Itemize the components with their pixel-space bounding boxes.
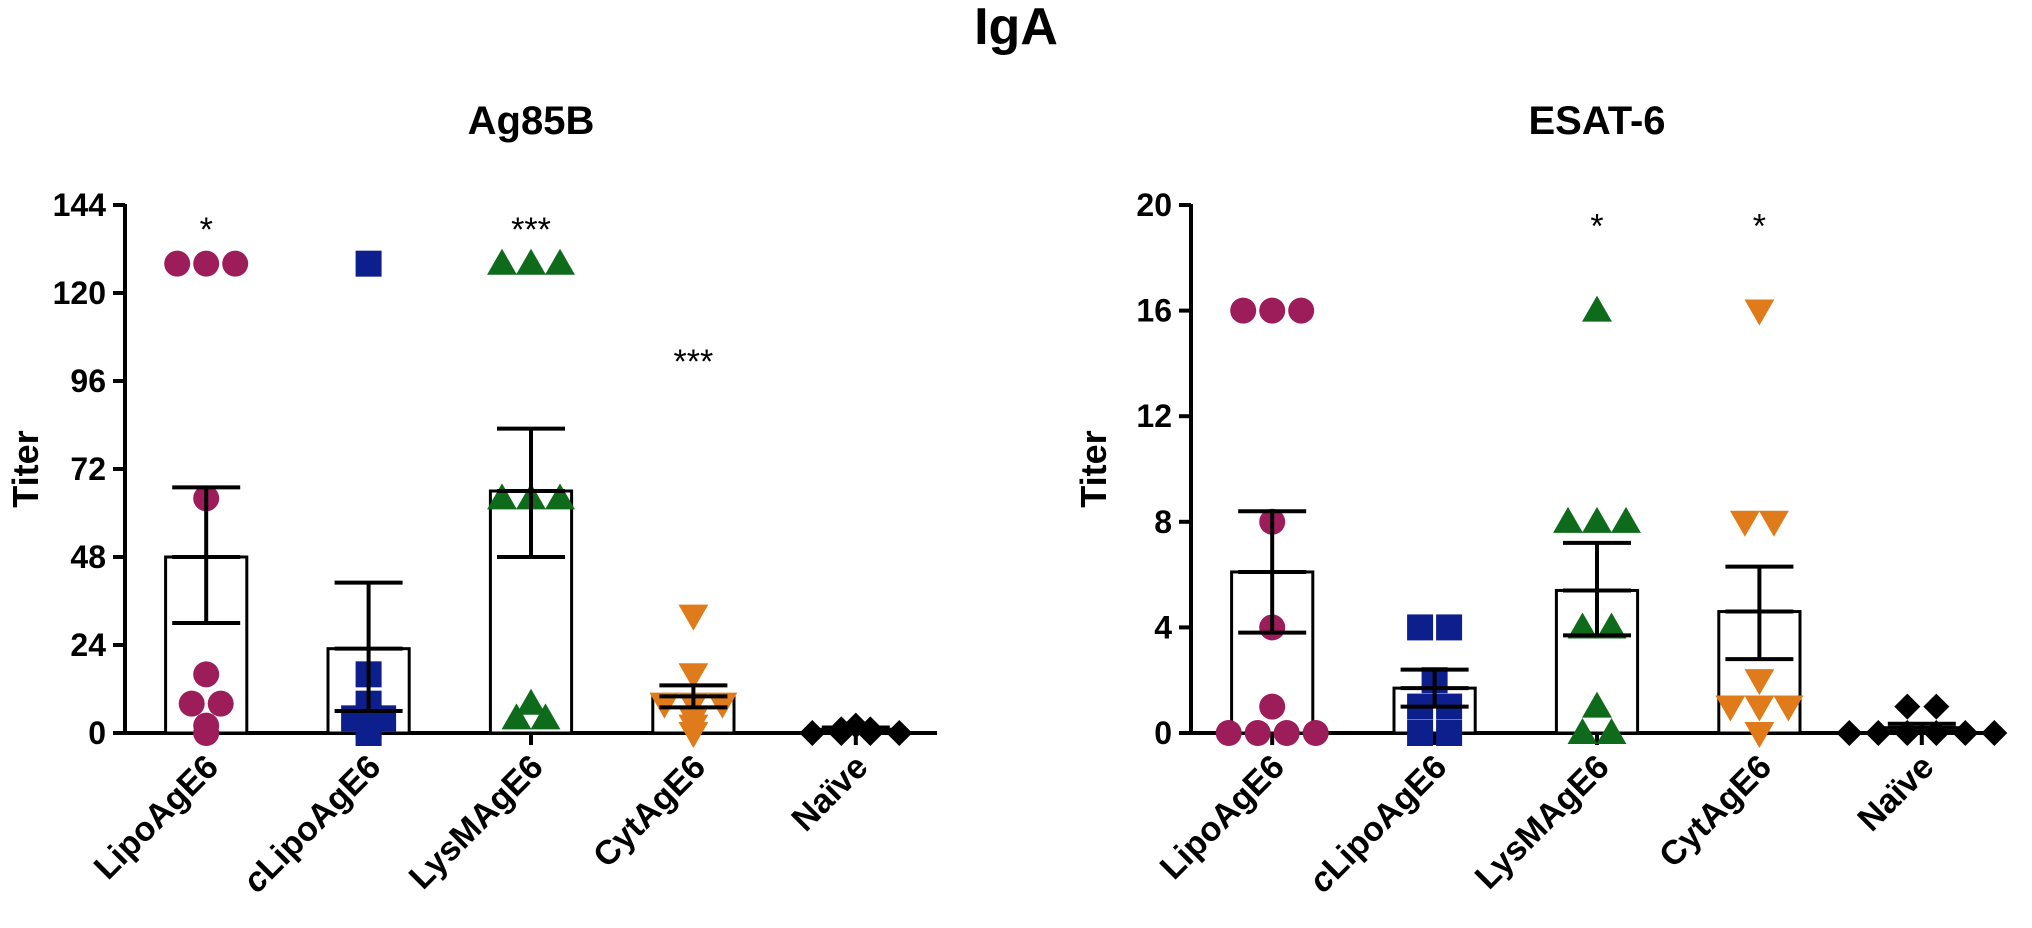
data-point — [1582, 506, 1612, 533]
data-point — [1744, 299, 1775, 326]
data-point — [1836, 720, 1863, 746]
data-point — [1407, 614, 1434, 641]
data-point — [1567, 612, 1598, 639]
data-point — [1744, 695, 1775, 722]
data-point — [1611, 506, 1641, 533]
data-point — [1715, 695, 1746, 722]
data-point — [1215, 720, 1242, 746]
data-point — [1981, 720, 2008, 746]
x-tick-label: cLipoAgE6 — [236, 748, 388, 900]
data-point — [487, 483, 517, 510]
data-point — [1302, 720, 1329, 746]
y-tick-label: 8 — [1154, 504, 1172, 540]
data-point — [1230, 297, 1257, 324]
data-point — [178, 690, 205, 717]
data-point — [1436, 614, 1463, 641]
y-tick-label: 96 — [70, 363, 106, 399]
data-point — [1894, 693, 1921, 720]
data-point — [799, 720, 826, 746]
data-point — [1407, 720, 1434, 746]
data-point — [545, 248, 575, 275]
y-axis-label: Titer — [1073, 430, 1114, 507]
x-tick-label-rest: LipoAgE6 — [249, 748, 388, 887]
data-point — [1773, 695, 1804, 722]
data-point — [193, 661, 220, 688]
x-tick-label: CytAgE6 — [1652, 748, 1779, 875]
data-point — [164, 250, 191, 277]
y-tick-label: 24 — [70, 627, 106, 663]
x-tick-label: CytAgE6 — [586, 748, 713, 875]
y-tick-label: 4 — [1154, 609, 1172, 645]
chart-panel-esat6: ESAT-6 Titer 0 4 8 12 16 20 LipoAgE6 cLipoAgE6 Lys… — [1073, 99, 2008, 900]
x-tick-label: Naïve — [784, 748, 875, 839]
y-axis-label: Titer — [5, 430, 46, 507]
data-point — [516, 688, 546, 715]
data-point — [545, 483, 575, 510]
figure-title: IgA — [974, 0, 1058, 56]
data-point — [678, 663, 709, 690]
data-point — [886, 720, 913, 746]
y-tick-label: 0 — [1154, 715, 1172, 751]
data-point — [355, 250, 382, 277]
panel-title: ESAT-6 — [1528, 99, 1665, 143]
data-point — [1744, 721, 1775, 748]
y-tick-label: 72 — [70, 451, 106, 487]
data-point — [1567, 718, 1598, 745]
data-point — [355, 720, 382, 746]
significance-label: *** — [511, 211, 551, 249]
x-tick-label: Naïve — [1850, 748, 1941, 839]
data-point — [1273, 720, 1300, 746]
data-point — [1259, 297, 1286, 324]
y-tick-label: 20 — [1136, 187, 1172, 223]
data-point — [1596, 718, 1627, 745]
data-point — [1259, 693, 1286, 720]
x-tick-label: cLipoAgE6 — [1302, 748, 1454, 900]
data-point — [1582, 295, 1612, 322]
panel-title: Ag85B — [468, 99, 595, 143]
data-point — [678, 721, 709, 748]
significance-label: *** — [674, 343, 714, 381]
data-point — [516, 248, 546, 275]
y-tick-label: 48 — [70, 539, 106, 575]
y-tick-label: 144 — [53, 187, 107, 223]
data-point — [193, 720, 220, 746]
data-point — [222, 250, 249, 277]
data-point — [487, 248, 517, 275]
data-point — [1582, 691, 1612, 718]
data-point — [193, 250, 220, 277]
data-point — [1744, 669, 1775, 696]
significance-label: * — [200, 211, 213, 249]
x-tick-label: LipoAgE6 — [1153, 748, 1292, 887]
y-tick-label: 120 — [53, 275, 106, 311]
data-point — [1244, 720, 1271, 746]
data-point — [1865, 720, 1892, 746]
x-tick-label: LysMAgE6 — [402, 748, 551, 897]
y-tick-label: 16 — [1136, 293, 1172, 329]
data-point — [207, 690, 234, 717]
data-point — [1952, 720, 1979, 746]
data-point — [1288, 297, 1315, 324]
significance-label: * — [1753, 207, 1766, 245]
data-point — [1758, 510, 1789, 537]
significance-label: * — [1590, 207, 1603, 245]
x-tick-label: LysMAgE6 — [1468, 748, 1617, 897]
data-point — [530, 703, 561, 730]
data-point — [678, 604, 709, 631]
data-point — [1436, 720, 1463, 746]
data-point — [1729, 510, 1760, 537]
x-tick-label-rest: LipoAgE6 — [1315, 748, 1454, 887]
y-tick-label: 12 — [1136, 398, 1172, 434]
y-tick-label: 0 — [88, 715, 106, 751]
chart-panel-ag85b: Ag85B Titer 0 24 48 72 96 120 144 LipoAgE6 * cLipoA… — [5, 99, 937, 900]
data-point — [501, 703, 532, 730]
data-point — [1596, 612, 1627, 639]
data-point — [1923, 693, 1950, 720]
data-point — [1553, 506, 1583, 533]
x-tick-label: LipoAgE6 — [87, 748, 226, 887]
